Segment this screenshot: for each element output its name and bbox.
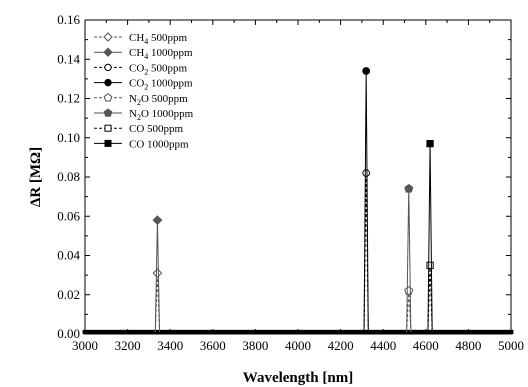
y-tick-label: 0.10	[57, 130, 80, 145]
series-line	[406, 188, 412, 333]
data-point	[152, 215, 163, 226]
legend-marker	[104, 139, 112, 147]
y-tick-label: 0.04	[57, 248, 80, 263]
legend-label: N2O 1000ppm	[129, 108, 194, 122]
series-n2o-1000ppm	[404, 183, 414, 333]
x-tick-label: 3400	[157, 338, 183, 353]
x-tick-label: 4800	[455, 338, 481, 353]
x-tick-label: 4400	[370, 338, 396, 353]
data-point	[404, 183, 414, 193]
legend-label: N2O 500ppm	[129, 93, 188, 107]
x-tick-label: 4200	[328, 338, 354, 353]
y-tick-label: 0.16	[57, 12, 80, 27]
y-tick-label: 0.00	[57, 326, 80, 341]
legend-entry: CO 500ppm	[94, 123, 184, 135]
data-point	[362, 169, 371, 177]
x-tick-label: 3600	[200, 338, 226, 353]
legend-marker	[104, 124, 112, 132]
data-point	[426, 261, 434, 269]
data-point	[404, 286, 414, 295]
legend-label: CO 1000ppm	[129, 138, 189, 150]
y-tick-label: 0.06	[57, 208, 80, 223]
legend-label: CH4 1000ppm	[129, 47, 193, 61]
x-tick-label: 4000	[285, 338, 311, 353]
legend-entry: CO 1000ppm	[94, 138, 189, 150]
legend-marker	[104, 78, 112, 87]
legend-label: CO 500ppm	[129, 123, 184, 135]
series-co2-1000ppm	[362, 67, 371, 333]
series-layer	[152, 67, 434, 333]
x-tick-label: 3000	[72, 338, 98, 353]
legend-label: CO2 500ppm	[129, 62, 188, 76]
legend-marker	[103, 47, 113, 57]
series-ch4-1000ppm	[152, 215, 163, 333]
y-tick-label: 0.12	[57, 91, 80, 106]
series-n2o-500ppm	[404, 286, 414, 333]
legend-entry: CH4 500ppm	[94, 32, 188, 46]
legend-entry: N2O 500ppm	[94, 93, 188, 107]
data-point	[426, 139, 434, 148]
data-point	[152, 268, 163, 279]
legend-entry: N2O 1000ppm	[94, 108, 194, 122]
legend-marker	[103, 108, 113, 117]
legend-marker	[104, 63, 112, 72]
legend-entry: CO2 1000ppm	[94, 78, 193, 92]
legend-label: CH4 500ppm	[129, 32, 188, 46]
y-axis-title: ΔR [MΩ]	[28, 147, 44, 207]
legend-marker	[103, 32, 113, 42]
y-tick-label: 0.02	[57, 287, 80, 302]
axis-ticks: 3000 3200 3400 3600 3800 4000 4200 4400 4600 4800…	[57, 12, 524, 353]
x-axis-title: Wavelength [nm]	[243, 370, 353, 386]
legend-entry: CO2 500ppm	[94, 62, 188, 76]
series-co-1000ppm	[426, 139, 434, 333]
legend-label: CO2 1000ppm	[129, 78, 193, 92]
x-tick-label: 3200	[115, 338, 141, 353]
x-tick-label: 5000	[498, 338, 524, 353]
legend-entry: CH4 1000ppm	[94, 47, 193, 61]
x-tick-label: 4600	[413, 338, 439, 353]
series-line	[427, 143, 433, 333]
series-ch4-500ppm	[152, 268, 163, 333]
x-tick-label: 3800	[242, 338, 268, 353]
legend-marker	[103, 93, 113, 102]
y-tick-label: 0.08	[57, 169, 80, 184]
y-tick-label: 0.14	[57, 51, 80, 66]
data-point	[362, 67, 371, 75]
